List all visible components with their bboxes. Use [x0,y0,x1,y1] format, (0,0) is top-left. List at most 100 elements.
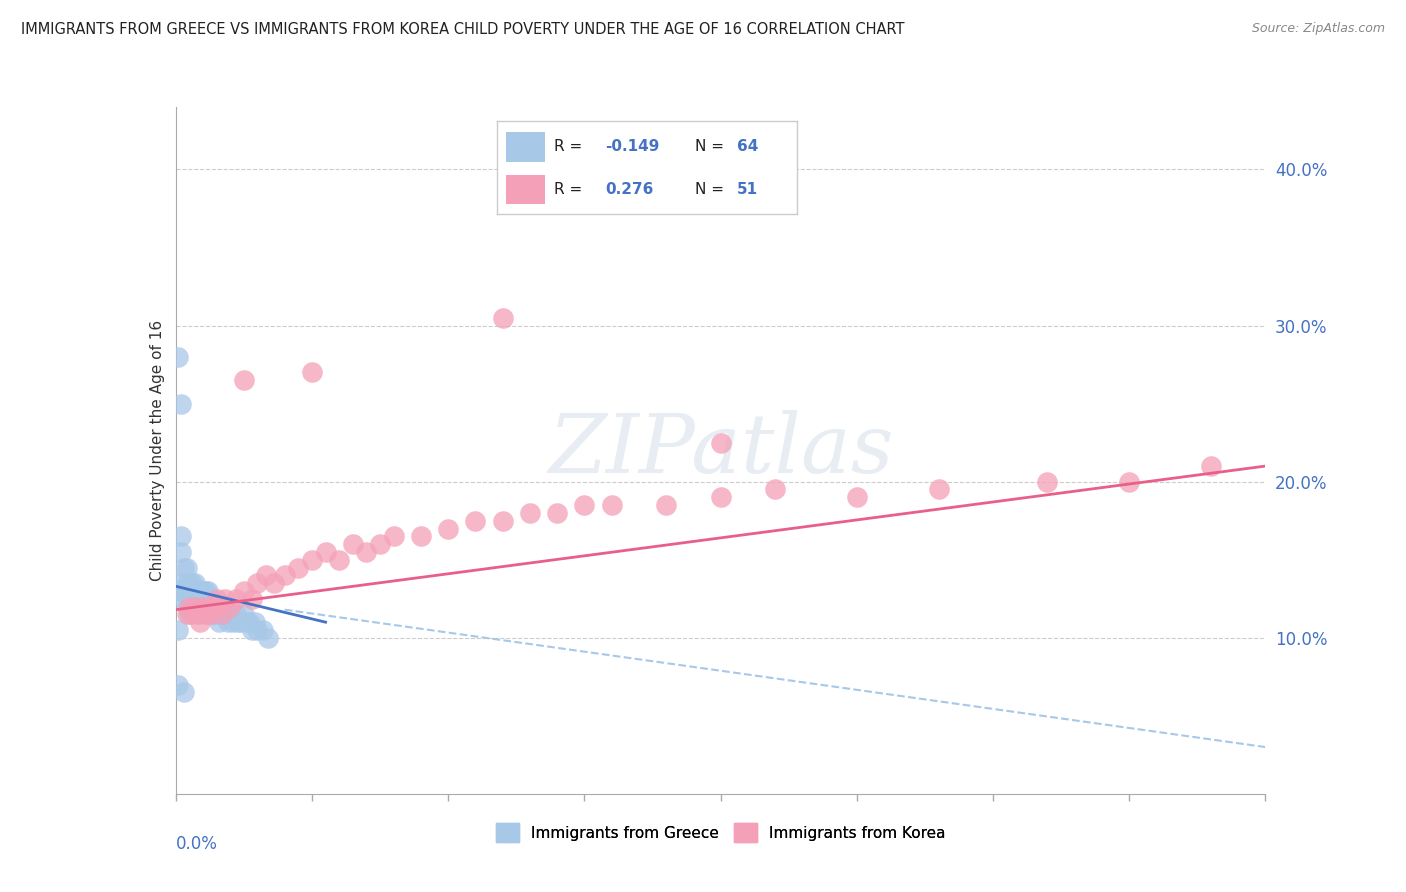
Point [232,607,254,622]
Point [211,607,233,622]
Point [240,591,263,606]
Point [200,607,222,622]
Point [214,607,236,622]
Point [219,599,242,614]
Point [170,396,193,410]
Point [167,678,190,692]
Point [167,623,190,637]
Point [232,583,254,598]
Point [208,599,231,614]
Point [170,576,193,591]
Point [186,583,209,598]
Point [342,537,364,551]
Point [225,591,247,606]
Point [211,607,233,622]
Point [191,599,214,614]
Point [173,685,195,699]
Point [194,607,217,622]
Point [191,583,214,598]
Point [179,591,201,606]
Point [240,623,263,637]
Point [287,560,309,574]
Y-axis label: Child Poverty Under the Age of 16: Child Poverty Under the Age of 16 [149,320,165,581]
Point [225,607,247,622]
Text: Source: ZipAtlas.com: Source: ZipAtlas.com [1251,22,1385,36]
Point [238,615,260,630]
Point [219,607,242,622]
Point [208,615,231,630]
Point [181,576,204,591]
Point [228,615,250,630]
Point [328,552,350,567]
Point [546,506,568,520]
Point [252,623,274,637]
Point [301,552,323,567]
Text: 0.0%: 0.0% [176,835,218,853]
Point [194,583,217,598]
Point [1118,475,1140,489]
Point [655,498,678,512]
Point [176,576,198,591]
Point [188,583,211,598]
Point [176,583,198,598]
Point [222,615,245,630]
Point [191,591,214,606]
Point [186,591,209,606]
Point [184,583,207,598]
Point [188,591,211,606]
Point [202,599,225,614]
Point [170,529,193,543]
Point [368,537,391,551]
Point [437,521,460,535]
Point [263,576,285,591]
Point [197,599,219,614]
Point [710,435,733,450]
Point [173,560,195,574]
Point [382,529,405,543]
Point [181,583,204,598]
Point [243,615,266,630]
Point [176,599,198,614]
Point [928,483,950,497]
Point [184,591,207,606]
Point [600,498,623,512]
Point [191,599,214,614]
Point [217,615,239,630]
Point [202,607,225,622]
Text: ZIPatlas: ZIPatlas [548,410,893,491]
Point [184,576,207,591]
Point [173,591,195,606]
Point [205,591,228,606]
Point [519,506,541,520]
Point [194,599,217,614]
Point [205,607,228,622]
Point [246,623,269,637]
Point [194,607,217,622]
Point [274,568,297,582]
Text: IMMIGRANTS FROM GREECE VS IMMIGRANTS FROM KOREA CHILD POVERTY UNDER THE AGE OF 1: IMMIGRANTS FROM GREECE VS IMMIGRANTS FRO… [21,22,904,37]
Point [202,599,225,614]
Point [356,545,378,559]
Point [464,514,486,528]
Point [197,583,219,598]
Point [186,607,209,622]
Point [205,599,228,614]
Point [167,583,190,598]
Point [188,607,211,622]
Point [179,576,201,591]
Point [1199,458,1222,473]
Point [710,490,733,504]
Point [179,599,201,614]
Point [257,631,280,645]
Point [409,529,432,543]
Point [181,599,204,614]
Point [200,607,222,622]
Point [181,607,204,622]
Point [763,483,786,497]
Point [176,607,198,622]
Point [208,599,231,614]
Point [176,560,198,574]
Point [246,576,269,591]
Point [179,607,201,622]
Point [197,599,219,614]
